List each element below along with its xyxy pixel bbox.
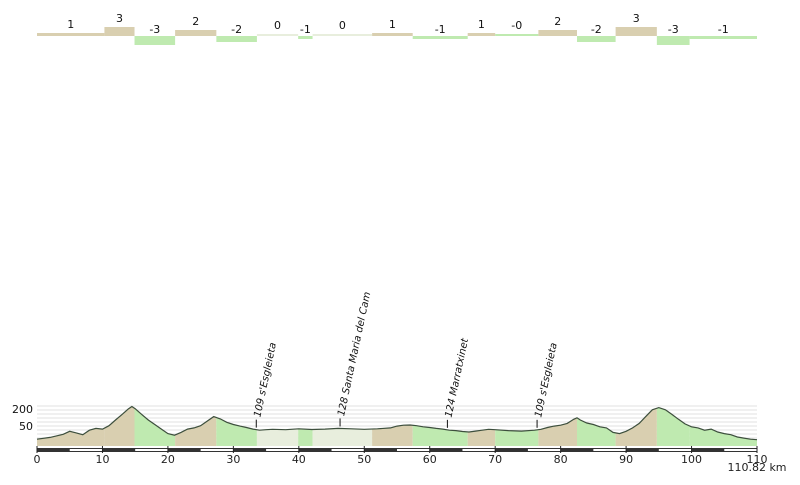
grade-label: -0 <box>511 19 522 32</box>
x-tick-label: 90 <box>619 453 633 466</box>
x-axis-bar-stripe <box>593 449 627 451</box>
profile-fill-segment <box>312 428 373 446</box>
x-axis: 0 10 20 30 40 50 60 70 80 90 100 110 <box>34 446 768 466</box>
profile-fill-segment <box>495 429 539 446</box>
profile-fill-segment <box>689 425 757 446</box>
x-axis-bar-stripe <box>658 449 692 451</box>
profile-fills <box>37 406 757 446</box>
waypoint-markers: 109 s'Esgleieta 128 Santa Maria del Cam 12… <box>252 291 560 428</box>
grade-label: -1 <box>300 23 311 36</box>
grade-segment <box>298 36 313 39</box>
total-distance-label: 110.82 km <box>727 461 786 474</box>
x-axis-bar-stripe <box>135 449 168 451</box>
x-axis-bar-stripe <box>397 449 430 451</box>
grade-label: -1 <box>718 23 729 36</box>
profile-fill-segment <box>104 406 135 446</box>
grade-label: 1 <box>478 18 485 31</box>
grade-segment <box>372 33 413 36</box>
grade-label: -3 <box>149 23 160 36</box>
grade-segment <box>656 36 690 45</box>
x-tick-label: 110 <box>747 453 768 466</box>
profile-fill-segment <box>298 428 313 446</box>
gradient-bar: 1 3 -3 2 -2 0 -1 0 1 -1 1 -0 2 -2 3 -3 -1 <box>37 12 757 45</box>
grade-segment <box>312 34 373 36</box>
profile-fill-segment <box>134 408 176 446</box>
profile-fill-segment <box>538 417 577 446</box>
grade-segment <box>175 30 217 36</box>
grade-label: -1 <box>435 23 446 36</box>
grade-label: 3 <box>633 12 640 25</box>
grade-label: -3 <box>668 23 679 36</box>
x-tick-label: 0 <box>34 453 41 466</box>
grade-label: 1 <box>389 18 396 31</box>
y-tick-label: 50 <box>19 420 33 433</box>
x-axis-bar-stripe <box>527 449 561 451</box>
profile-fill-segment <box>412 425 468 446</box>
x-tick-label: 60 <box>423 453 437 466</box>
profile-fill-segment <box>656 407 690 446</box>
grade-segment <box>216 36 257 42</box>
x-axis-bar-stripe <box>724 449 757 451</box>
grade-segment <box>615 27 657 36</box>
y-tick-label: 200 <box>12 403 33 416</box>
grade-segment <box>467 33 496 36</box>
profile-fill-segment <box>467 429 496 446</box>
grade-segment <box>412 36 468 39</box>
x-axis-bar-stripe <box>462 449 496 451</box>
waypoint-label: 109 s'Esgleieta <box>533 342 560 419</box>
grade-label: -2 <box>231 23 242 36</box>
grade-label: 2 <box>192 15 199 28</box>
grade-label: 1 <box>67 18 74 31</box>
profile-fill-segment <box>577 417 616 446</box>
waypoint-label: 109 s'Esgleieta <box>252 342 279 419</box>
profile-fill-segment <box>37 428 105 446</box>
grade-segment <box>577 36 616 42</box>
x-tick-label: 10 <box>95 453 109 466</box>
grade-segment <box>104 27 135 36</box>
x-tick-label: 100 <box>681 453 702 466</box>
grade-segment <box>134 36 176 45</box>
profile-fill-segment <box>615 408 657 446</box>
profile-fill-segment <box>256 428 299 446</box>
x-axis-bar-stripe <box>266 449 299 451</box>
grade-label: 2 <box>554 15 561 28</box>
x-axis-bar-stripe <box>200 449 234 451</box>
grade-segment <box>37 33 105 36</box>
profile-fill-segment <box>175 416 217 446</box>
x-axis-bar-stripe <box>69 449 103 451</box>
x-tick-label: 20 <box>161 453 175 466</box>
profile-fill-segment <box>372 425 413 446</box>
grade-segment <box>495 34 539 36</box>
elevation-line <box>36 405 758 441</box>
x-tick-label: 50 <box>357 453 371 466</box>
x-tick-label: 40 <box>292 453 306 466</box>
x-tick-label: 30 <box>226 453 240 466</box>
x-tick-label: 80 <box>554 453 568 466</box>
grade-segment <box>689 36 757 39</box>
waypoint-label: 128 Santa Maria del Cam <box>336 291 373 417</box>
grade-label: -2 <box>591 23 602 36</box>
profile-fill-segment <box>216 417 257 446</box>
grade-segment <box>256 34 299 36</box>
x-tick-label: 70 <box>488 453 502 466</box>
grade-label: 3 <box>116 12 123 25</box>
grade-segment <box>538 30 577 36</box>
grade-label: 0 <box>274 19 281 32</box>
x-axis-bar-stripe <box>331 449 365 451</box>
grade-label: 0 <box>339 19 346 32</box>
